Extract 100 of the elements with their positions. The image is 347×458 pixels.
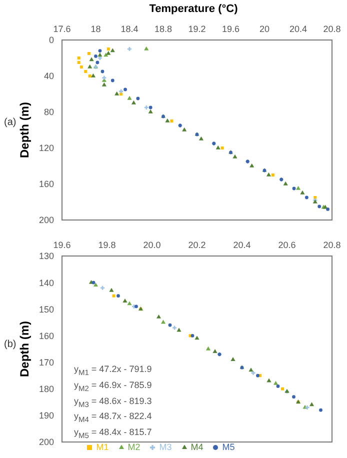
point <box>266 172 271 176</box>
point <box>305 405 310 410</box>
x-tick-label: 20.4 <box>233 240 251 250</box>
point <box>112 294 116 298</box>
annotation: y$_{M4}$ = 48.7x - 822.4 <box>74 410 152 426</box>
point <box>131 100 136 104</box>
point <box>292 395 296 399</box>
point <box>88 74 92 78</box>
point <box>198 136 204 140</box>
y-tick-label: 170 <box>38 357 54 368</box>
point <box>116 294 120 298</box>
point <box>127 301 132 306</box>
point <box>106 48 110 50</box>
y-tick-label: 180 <box>38 384 54 394</box>
y-tick-label: 140 <box>38 278 54 288</box>
point <box>273 380 278 385</box>
point <box>96 60 100 64</box>
text: (a) <box>4 117 16 128</box>
annotation: y$_{M5}$ = 48.4x - 815.7 <box>74 426 152 442</box>
x-tick-label: 20.8 <box>323 24 341 34</box>
point <box>283 181 288 186</box>
y-tick-label: 160 <box>38 179 54 190</box>
point <box>109 288 114 292</box>
point <box>165 118 170 122</box>
point <box>92 280 96 284</box>
point <box>319 408 322 412</box>
point <box>194 336 200 340</box>
point <box>248 368 254 372</box>
point <box>122 298 128 302</box>
legend-label: M2 <box>128 442 140 452</box>
point <box>230 356 236 361</box>
y-tick-label: 120 <box>38 143 54 154</box>
y-tick-label: 200 <box>38 215 54 226</box>
y-tick-label: 200 <box>38 437 54 448</box>
point <box>148 109 153 114</box>
point <box>80 66 83 68</box>
x-tick-label: 18.8 <box>154 24 172 34</box>
y-tick-label: 190 <box>38 410 54 421</box>
y-tick-label: 80 <box>44 107 54 118</box>
point <box>216 145 220 150</box>
x-tick-label: 20 <box>259 24 270 34</box>
point <box>156 314 162 318</box>
point <box>281 387 284 390</box>
legend-label: M1 <box>96 442 109 452</box>
point <box>110 48 115 52</box>
point <box>93 282 98 287</box>
point <box>251 370 256 375</box>
point <box>256 374 260 378</box>
annotation: y$_{M1}$ = 47.2x - 791.9 <box>74 363 152 379</box>
annotation: y$_{M2}$ = 46.9x - 785.9 <box>74 378 152 395</box>
legend-label: M4 <box>190 442 204 452</box>
point <box>318 204 322 208</box>
x-tick-label: 20.0 <box>143 240 161 250</box>
point <box>88 64 92 68</box>
point <box>168 323 172 327</box>
point <box>206 346 211 350</box>
point <box>232 154 238 158</box>
point <box>98 49 102 52</box>
y-axis-title: Depth (m) <box>17 102 32 158</box>
x-tick-label: 20.2 <box>188 240 206 250</box>
point <box>296 186 301 190</box>
legend-label: M5 <box>222 442 235 452</box>
point <box>271 174 274 176</box>
point <box>90 73 96 78</box>
x-tick-label: 19.6 <box>222 24 240 34</box>
point <box>124 88 127 92</box>
point <box>77 56 80 60</box>
y-tick-label: 150 <box>38 304 54 314</box>
point <box>292 186 296 190</box>
point <box>100 286 105 290</box>
annotation: y$_{M3}$ = 48.6x - 819.3 <box>74 394 152 410</box>
point <box>326 208 330 211</box>
point <box>89 57 94 62</box>
point <box>309 402 314 406</box>
point <box>136 96 140 100</box>
point <box>127 96 132 100</box>
point <box>212 349 218 353</box>
point <box>144 46 149 50</box>
point <box>88 52 90 55</box>
point <box>172 326 177 330</box>
point <box>170 120 174 122</box>
point <box>102 82 106 86</box>
legend-label: M3 <box>159 442 172 452</box>
point <box>148 106 152 110</box>
x-tick-label: 18.4 <box>120 24 138 34</box>
y-tick-label: 0 <box>48 35 54 46</box>
point <box>220 146 224 150</box>
point <box>144 105 148 110</box>
point <box>119 89 124 94</box>
point <box>182 127 187 132</box>
point <box>110 78 114 82</box>
point <box>250 163 254 168</box>
point <box>114 91 120 96</box>
y-tick-label: 40 <box>44 71 54 82</box>
x-tick-label: 17.6 <box>53 24 71 34</box>
y-tick-label: 160 <box>38 330 54 341</box>
x-tick-label: 19.2 <box>188 24 206 34</box>
x-tick-label: 18 <box>90 24 101 34</box>
text: (b) <box>4 339 16 350</box>
x-tick-label: 20.4 <box>289 24 308 34</box>
